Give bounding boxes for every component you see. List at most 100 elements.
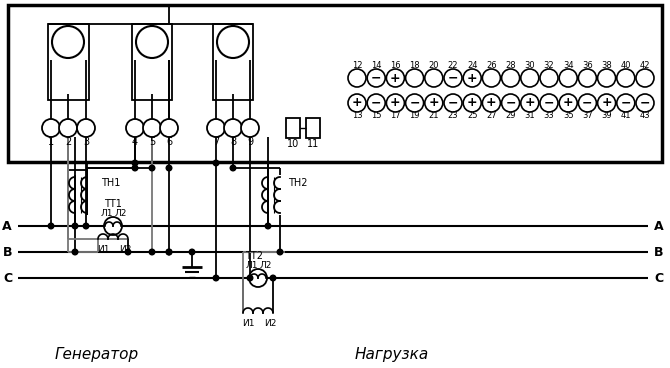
Circle shape [72,223,78,229]
Text: Нагрузка: Нагрузка [355,347,429,362]
Text: +: + [563,96,574,110]
Circle shape [367,94,385,112]
Circle shape [578,69,596,87]
Text: +: + [390,96,401,110]
Circle shape [521,94,539,112]
Text: −: − [371,96,381,110]
Text: 36: 36 [582,60,593,70]
Circle shape [166,249,172,255]
Text: 24: 24 [467,60,478,70]
Circle shape [241,119,259,137]
Circle shape [540,94,558,112]
Text: −: − [448,71,458,85]
Text: −: − [582,96,593,110]
Circle shape [132,160,138,166]
Circle shape [463,94,481,112]
Text: −: − [640,96,651,110]
Text: 5: 5 [149,137,155,147]
Text: +: + [601,96,612,110]
Text: A: A [654,219,663,233]
Text: 2: 2 [65,137,71,147]
Text: И2: И2 [264,318,276,328]
Circle shape [149,165,155,171]
Text: ТН1: ТН1 [101,178,121,188]
Circle shape [387,94,405,112]
Circle shape [125,249,131,255]
Circle shape [224,119,242,137]
Circle shape [132,165,138,171]
Text: +: + [390,71,401,85]
Text: A: A [3,219,12,233]
Circle shape [502,69,520,87]
Text: 41: 41 [620,112,631,120]
Circle shape [405,94,423,112]
Circle shape [143,119,161,137]
Circle shape [559,94,577,112]
Circle shape [559,69,577,87]
Text: +: + [486,96,496,110]
Circle shape [425,69,443,87]
Text: +: + [525,96,535,110]
Circle shape [502,94,520,112]
Circle shape [247,275,253,281]
Circle shape [213,275,219,281]
Text: 14: 14 [371,60,381,70]
Circle shape [83,223,89,229]
Circle shape [482,94,500,112]
Text: И1: И1 [242,318,254,328]
Text: 8: 8 [230,137,236,147]
Circle shape [387,69,405,87]
Text: 33: 33 [543,112,554,120]
Circle shape [348,94,366,112]
Text: −: − [505,96,516,110]
Text: B: B [3,245,12,258]
Text: C: C [654,272,663,284]
Text: 43: 43 [640,112,651,120]
Text: Л1: Л1 [100,209,113,219]
Text: 18: 18 [409,60,420,70]
Text: +: + [429,96,439,110]
Text: −: − [409,96,420,110]
Circle shape [598,94,616,112]
Circle shape [444,69,462,87]
Bar [8,5,662,162]
Text: ТТ1: ТТ1 [104,199,122,209]
Bar [48,24,89,100]
Text: 16: 16 [390,60,401,70]
Circle shape [265,223,271,229]
Text: Л2: Л2 [115,209,127,219]
Text: 4: 4 [132,137,138,147]
Text: 37: 37 [582,112,593,120]
Text: 23: 23 [448,112,458,120]
Text: 7: 7 [213,137,219,147]
Text: 35: 35 [563,112,574,120]
Bar [213,24,253,100]
Text: 22: 22 [448,60,458,70]
Text: +: + [467,71,478,85]
Circle shape [207,119,225,137]
Text: 20: 20 [429,60,439,70]
Circle shape [405,69,423,87]
Circle shape [104,217,122,235]
Text: И1: И1 [96,244,109,254]
Bar [306,118,320,138]
Circle shape [52,26,84,58]
Text: Генератор: Генератор [55,347,139,362]
Text: 21: 21 [429,112,439,120]
Circle shape [230,165,236,171]
Text: ТН2: ТН2 [288,178,308,188]
Circle shape [59,119,77,137]
Circle shape [166,165,172,171]
Circle shape [463,69,481,87]
Text: +: + [467,96,478,110]
Text: 27: 27 [486,112,496,120]
Text: Л1: Л1 [246,262,258,270]
Text: C: C [3,272,12,284]
Text: 3: 3 [83,137,89,147]
Circle shape [136,26,168,58]
Circle shape [367,69,385,87]
Circle shape [189,249,195,255]
Text: И2: И2 [119,244,131,254]
Circle shape [617,94,634,112]
Text: 10: 10 [287,139,299,149]
